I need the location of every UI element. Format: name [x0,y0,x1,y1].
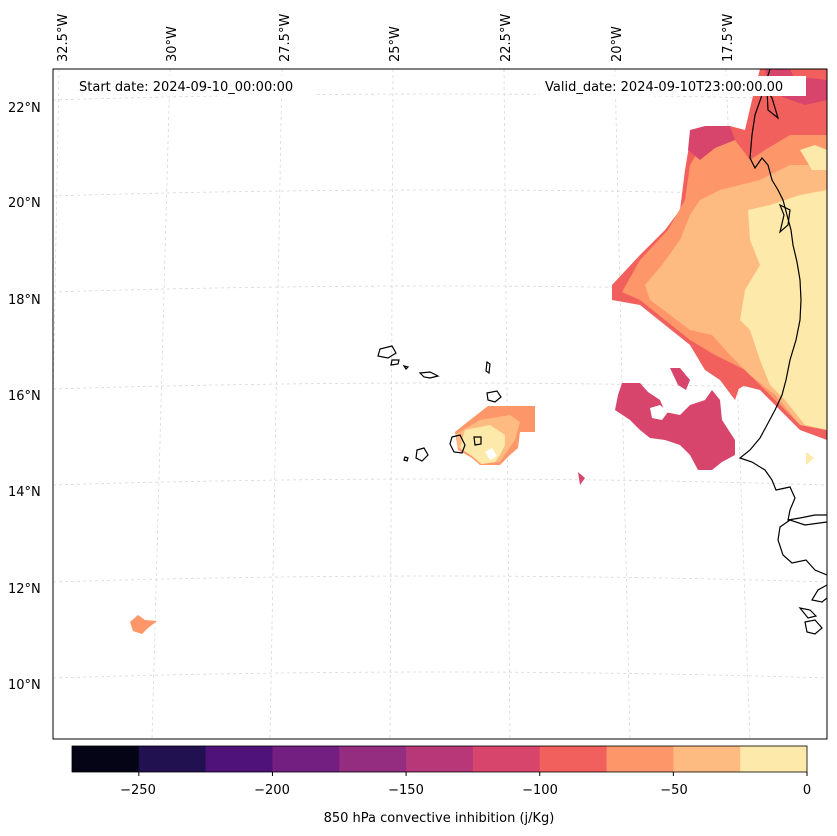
grid-line-lat [53,93,827,101]
island-brava [403,456,409,462]
island-outline [804,619,823,635]
africa-coastline [738,69,827,521]
colorbar-segment [272,746,340,772]
grid-line-lon [503,69,511,739]
grid-line-lat [53,478,827,486]
colorbar-tick-label: −100 [522,783,558,798]
grid-line-lon [269,69,283,739]
colorbar-segment [138,746,207,772]
contour-band [688,126,735,160]
lon-label: 32.5°W [56,14,71,62]
colorbar-tick-label: −250 [120,783,156,798]
lon-label: 20°W [610,26,625,62]
island-sao-vicente [390,359,400,366]
island-santo-antao [377,345,397,359]
contour-band [670,368,690,390]
colorbar [71,745,808,776]
contour-band [730,373,745,390]
colorbar-frame [71,745,808,773]
colorbar-segment [205,746,273,772]
lat-label: 20°N [8,196,41,211]
lon-label: 17.5°W [721,14,736,62]
colorbar-segment [472,746,541,772]
longitude-labels: 32.5°W 30°W 27.5°W 25°W 22.5°W 20°W 17.5… [56,14,736,62]
valid-date-label: Valid_date: 2024-09-10T23:00:00.00 [545,80,783,95]
lat-label: 16°N [8,389,41,404]
map-area [53,69,827,739]
lon-label: 25°W [388,26,403,62]
island-fogo [415,447,429,462]
colorbar-tick-label: 0 [803,783,811,798]
colorbar-segment [539,746,608,772]
grid-line-lon [614,69,631,739]
contour-band [615,383,735,470]
colorbar-segment [339,746,407,772]
guinea-bissau-coast [811,584,827,603]
contour-band [578,472,585,485]
grid-line-lon [151,69,171,739]
lat-label: 18°N [8,293,41,308]
lat-label: 12°N [8,582,41,597]
grid-line-lon [389,69,394,739]
grid-line-lon [725,69,751,739]
colorbar-segment [673,746,741,772]
lon-label: 22.5°W [499,14,514,62]
lat-label: 10°N [8,678,41,693]
start-date-label: Start date: 2024-09-10_00:00:00 [79,80,293,95]
cape-outline [778,203,791,234]
grid-line-lat [53,189,827,197]
grid-line-lat [53,382,827,390]
lat-label: 22°N [8,101,41,116]
contour-band [740,190,827,430]
map-frame [52,68,828,740]
lon-label: 30°W [165,26,180,62]
lon-label: 27.5°W [278,14,293,62]
grid-line-lat [53,671,827,679]
island-sal [485,360,491,375]
colorbar-tick-label: −150 [388,783,424,798]
grid-line-lat [53,285,827,293]
island-outline [798,607,818,619]
valid-date-box [540,76,806,96]
graticule [53,69,827,739]
colorbar-ticks: −250 −200 −150 −100 −50 0 [120,783,811,798]
coastlines [377,69,827,635]
island-sao-nicolau [418,371,440,379]
colorbar-segment [72,746,140,772]
senegal-coast [777,519,827,576]
colorbar-label: 850 hPa convective inhibition (j/Kg) [324,811,555,826]
island-santiago [449,434,466,454]
contour-band [130,615,157,634]
colorbar-tick-label: −200 [254,783,290,798]
contour-gap [485,448,497,460]
contour-gap [650,405,668,420]
island-maio [473,436,482,446]
colorbar-segment [406,746,474,772]
colorbar-segment [740,746,808,772]
colorbar-tick-label: −50 [660,783,687,798]
start-date-box [72,76,316,96]
island-boa-vista [486,390,502,403]
latitude-labels: 22°N 20°N 18°N 16°N 14°N 12°N 10°N [8,101,41,693]
contour-band [806,452,814,465]
lat-label: 14°N [8,485,41,500]
contour-band [800,145,827,170]
colorbar-segment [606,746,674,772]
grid-line-lat [53,575,827,583]
island-santa-luzia [402,365,410,370]
